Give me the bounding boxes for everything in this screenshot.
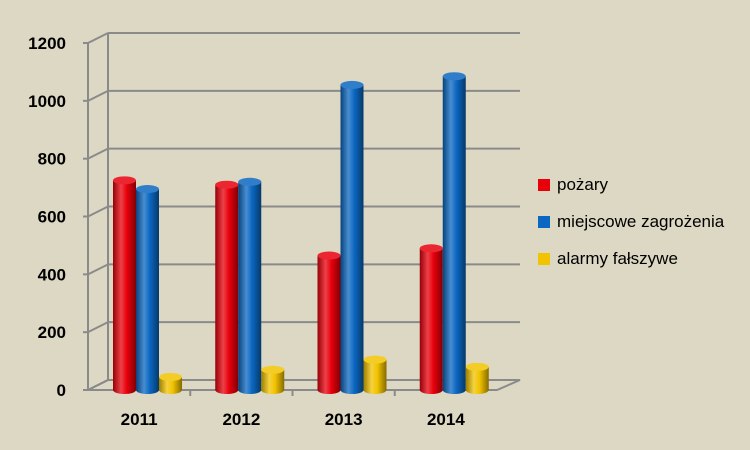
bar-body: [419, 248, 443, 390]
bar-pożary-2012: [215, 180, 239, 394]
legend-swatch-alarmy-falszywe: [538, 252, 550, 265]
x-tick-label-2012: 2012: [222, 410, 260, 429]
y-tick-label-1000: 1000: [28, 92, 66, 111]
legend-swatch-miejscowe-zagrozenia: [538, 215, 550, 228]
legend-label-pozary: pożary: [557, 174, 609, 194]
bar-base: [442, 386, 466, 394]
bar-body: [363, 359, 387, 390]
bar-body: [136, 189, 159, 390]
bar-base: [159, 386, 182, 394]
bar-top: [159, 372, 182, 381]
gridline-depth-1: [87, 321, 109, 334]
bar-top: [419, 244, 443, 253]
bar-body: [113, 180, 136, 390]
bar-base: [363, 386, 387, 394]
legend-label-alarmy-falszywe: alarmy fałszywe: [557, 248, 678, 268]
bar-alarmy-fałszywe-2013: [363, 355, 387, 394]
bar-miejscowe-zagrożenia-2014: [442, 72, 466, 394]
gridline-depth-4: [87, 147, 109, 160]
bar-body: [442, 76, 466, 391]
bar-base: [215, 386, 239, 394]
bar-miejscowe-zagrożenia-2013: [340, 80, 364, 394]
bar-base: [238, 386, 262, 394]
legend-label-miejscowe-zagrozenia: miejscowe zagrożenia: [557, 211, 725, 231]
bar-body: [238, 181, 262, 390]
gridline-depth-5: [87, 89, 109, 102]
legend-item-alarmy-falszywe: alarmy fałszywe: [538, 240, 724, 277]
gridline-depth-3: [87, 205, 109, 218]
bar-pożary-2011: [113, 176, 136, 394]
bar-top: [317, 251, 341, 260]
y-tick-label-200: 200: [38, 323, 66, 342]
y-tick-label-400: 400: [38, 265, 66, 284]
x-tick-label-2011: 2011: [121, 410, 158, 429]
bar-alarmy-fałszywe-2012: [261, 365, 285, 394]
bar-base: [136, 386, 159, 394]
gridline-depth-6: [87, 32, 109, 44]
y-tick-label-800: 800: [38, 150, 66, 169]
bar-base: [261, 386, 285, 394]
y-tick-label-0: 0: [57, 381, 66, 400]
bar-alarmy-fałszywe-2011: [159, 372, 182, 394]
bar-body: [465, 366, 489, 390]
bar-top: [442, 72, 466, 81]
y-tick-label-1200: 1200: [28, 34, 66, 53]
bar-top: [215, 180, 239, 189]
bar-top: [363, 355, 387, 364]
bar-miejscowe-zagrożenia-2012: [238, 177, 262, 394]
bar-base: [419, 386, 443, 394]
legend-item-pozary: pożary: [538, 166, 724, 203]
bar-top: [113, 176, 136, 185]
bar-body: [340, 84, 364, 390]
y-tick-label-600: 600: [38, 208, 66, 227]
bar-alarmy-fałszywe-2014: [465, 362, 489, 394]
bar-top: [136, 185, 159, 194]
bar-base: [317, 386, 341, 394]
gridlines: [87, 32, 520, 391]
bar-top: [340, 80, 364, 89]
bar-base: [113, 386, 136, 394]
bar-body: [261, 369, 285, 390]
gridline-depth-2: [87, 263, 109, 276]
bar-top: [238, 177, 262, 186]
bar-top: [465, 362, 489, 371]
legend: pożary miejscowe zagrożenia alarmy fałsz…: [538, 166, 724, 277]
x-tick-label-2013: 2013: [325, 410, 363, 429]
bar-base: [465, 386, 489, 394]
bar-pożary-2014: [419, 244, 443, 394]
bar-miejscowe-zagrożenia-2011: [136, 185, 159, 394]
legend-item-miejscowe-zagrozenia: miejscowe zagrożenia: [538, 203, 724, 240]
x-tick-label-2014: 2014: [427, 410, 465, 429]
bar-base: [340, 386, 364, 394]
bar-body: [317, 255, 341, 390]
bar-body: [215, 184, 239, 390]
bar-pożary-2013: [317, 251, 341, 394]
bar-top: [261, 365, 285, 374]
legend-swatch-pozary: [538, 178, 550, 191]
